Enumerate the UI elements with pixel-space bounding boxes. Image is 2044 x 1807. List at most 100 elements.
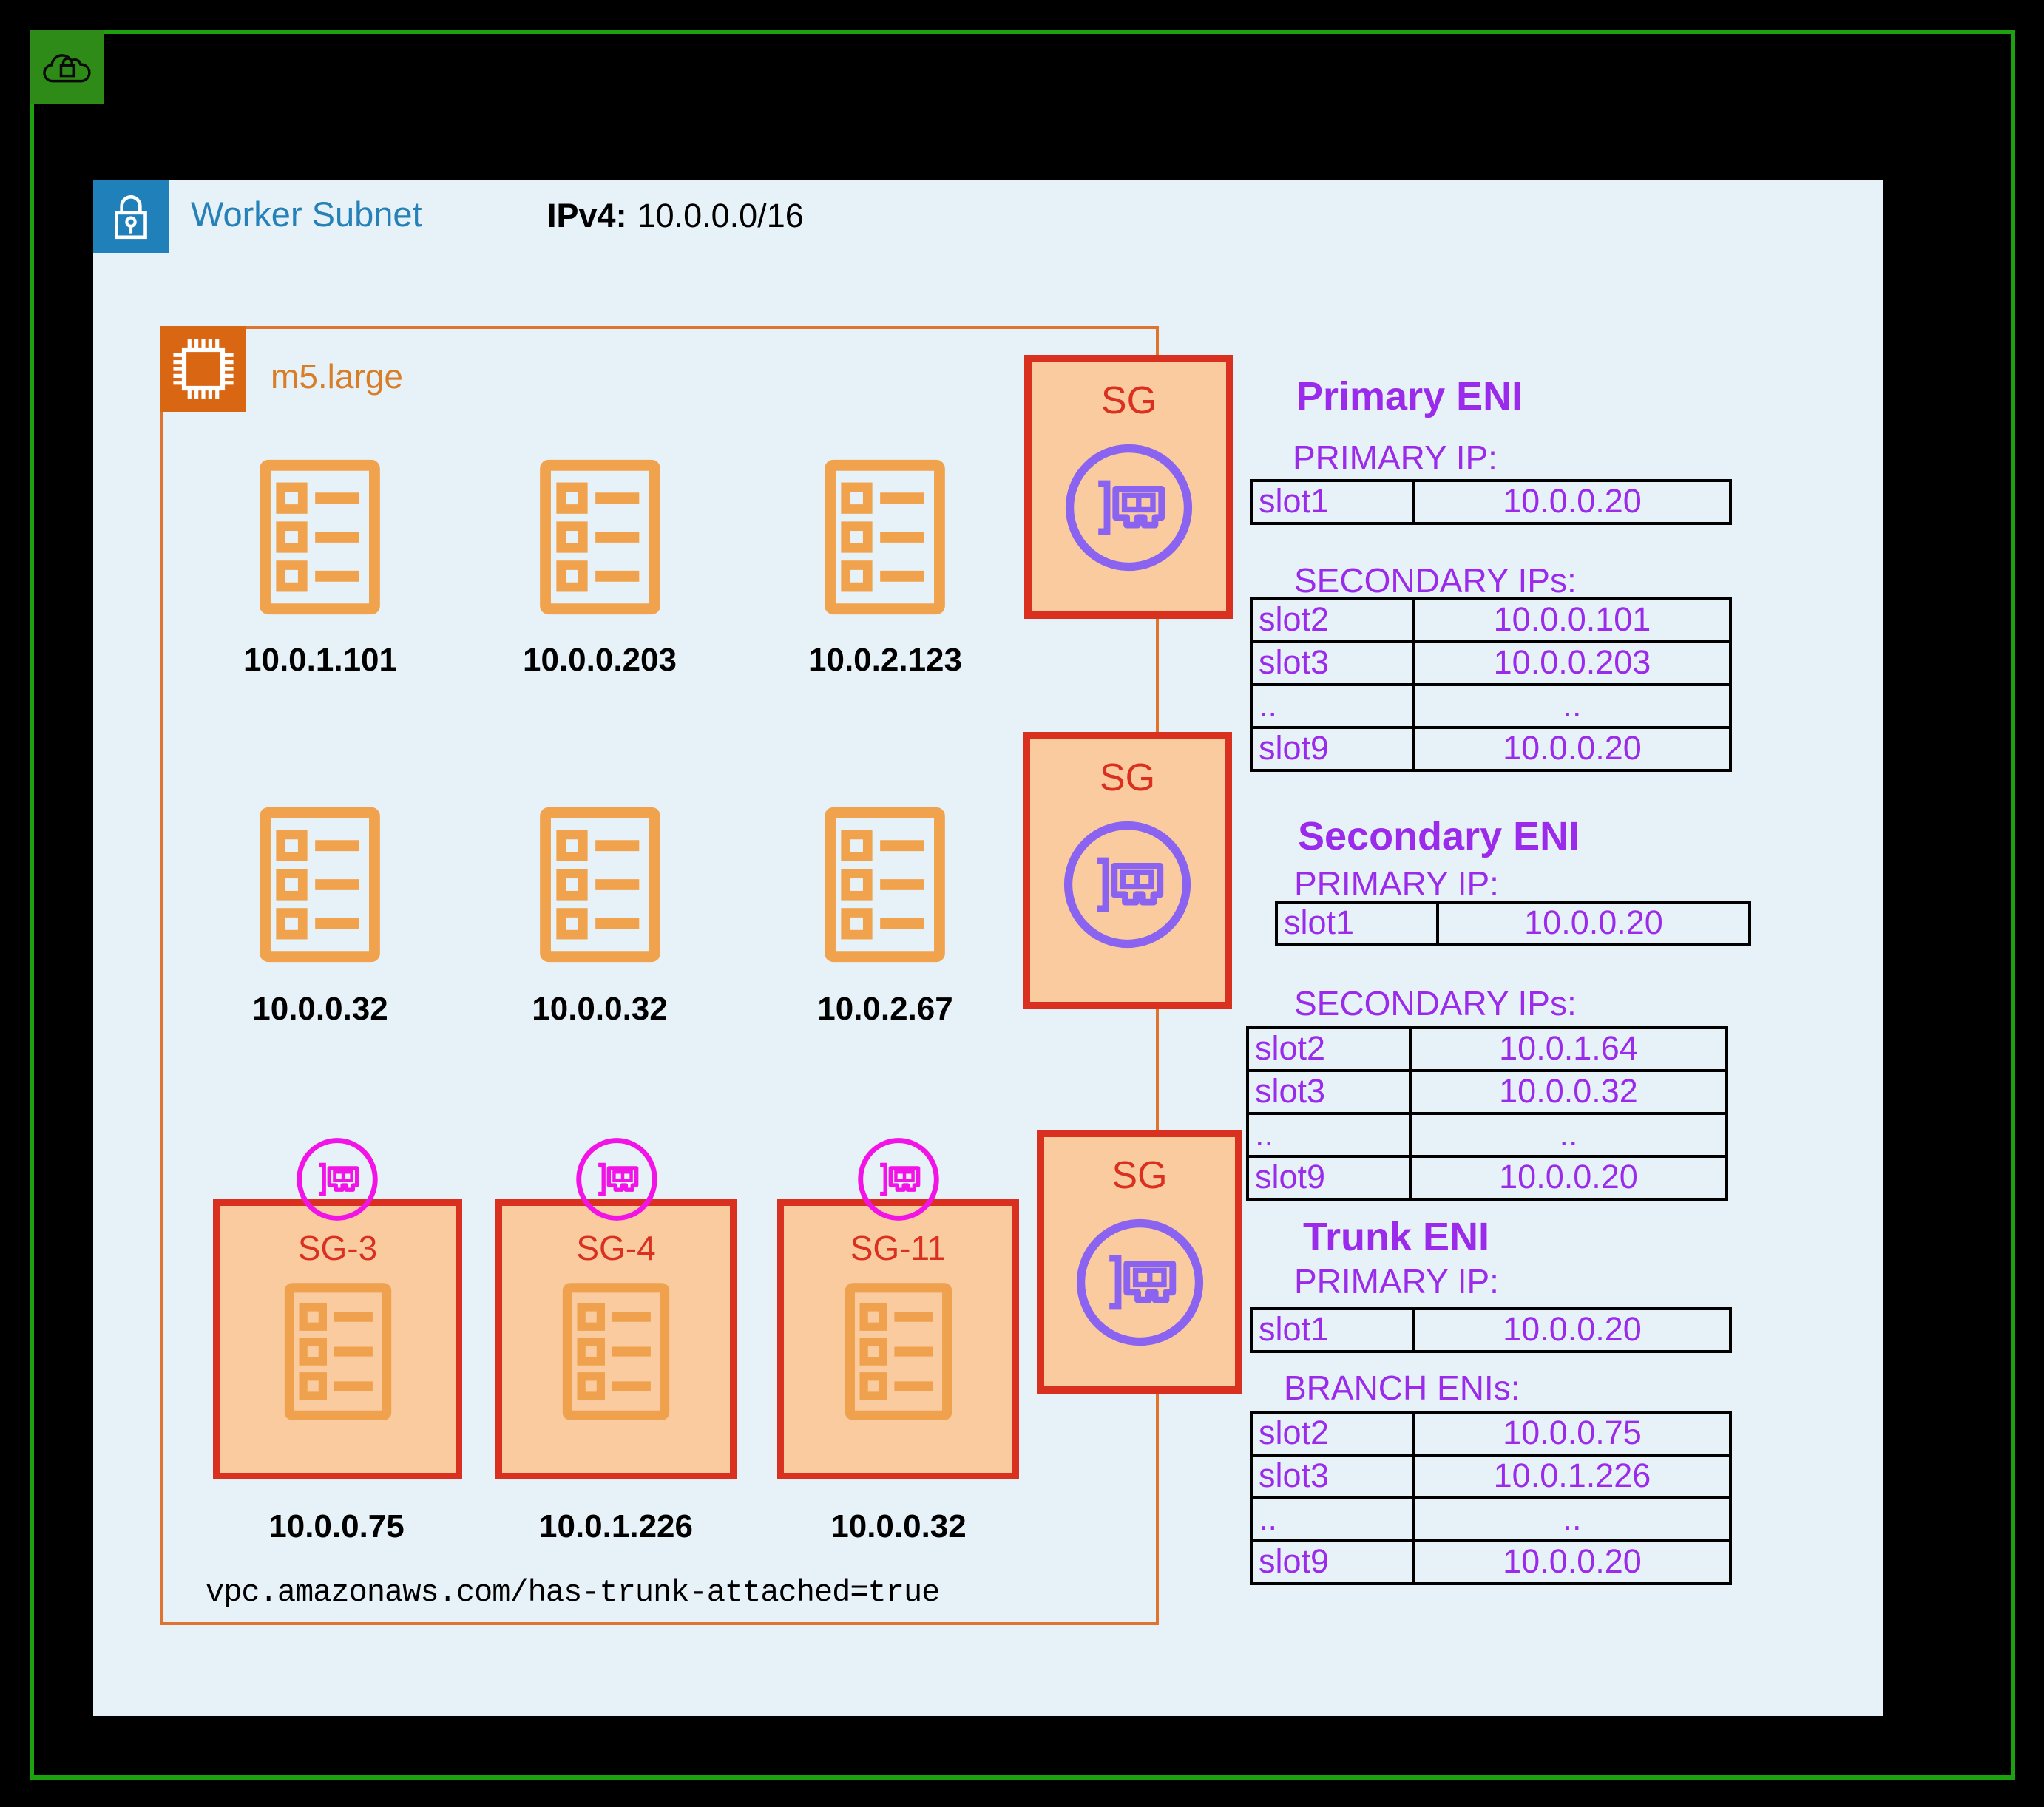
slot-cell: slot1 <box>1250 1307 1415 1353</box>
pod-ip: 10.0.1.101 <box>243 642 397 678</box>
ipv4-label: IPv4: <box>547 197 627 234</box>
table-row: slot2 10.0.0.75 <box>1250 1411 1732 1457</box>
table-row: .... <box>1250 1496 1732 1542</box>
pod-icon <box>822 804 947 969</box>
ip-cell: 10.0.0.20 <box>1436 901 1751 946</box>
slot-cell: slot3 <box>1250 640 1415 686</box>
table-row: slot3 10.0.0.32 <box>1246 1069 1728 1115</box>
ip-cell: 10.0.1.64 <box>1409 1026 1728 1072</box>
ip-cell: 10.0.0.20 <box>1412 479 1732 525</box>
lock-icon <box>108 190 154 243</box>
eni-section-title: Trunk ENI <box>1303 1215 1490 1259</box>
slot-cell: .. <box>1250 1496 1415 1542</box>
subnet-cidr: IPv4: 10.0.0.0/16 <box>547 197 804 235</box>
sg-label: SG <box>1099 756 1156 799</box>
ip-cell: 10.0.0.20 <box>1409 1155 1728 1201</box>
ipv4-value: 10.0.0.0/16 <box>637 197 804 234</box>
security-group-box-secondary: SG <box>1023 732 1232 1009</box>
table-row: slot9 10.0.0.20 <box>1250 1539 1732 1585</box>
slot-cell: slot3 <box>1246 1069 1412 1115</box>
chip-icon <box>165 330 242 407</box>
slot-cell: slot1 <box>1250 479 1415 525</box>
cloud-lock-icon <box>38 44 96 90</box>
ip-cell: 10.0.0.20 <box>1412 1307 1732 1353</box>
pod-ip: 10.0.2.123 <box>808 642 962 678</box>
eni-heading: PRIMARY IP: <box>1294 864 1499 903</box>
security-group-box-primary: SG <box>1024 355 1233 619</box>
slot-cell: slot1 <box>1275 901 1439 946</box>
pod-icon <box>822 457 947 621</box>
branch-pod-ip: 10.0.0.32 <box>830 1508 967 1545</box>
eni-heading: PRIMARY IP: <box>1294 1262 1499 1301</box>
branch-sg-label: SG-11 <box>850 1229 947 1267</box>
table-row: slot9 10.0.0.20 <box>1250 726 1732 772</box>
ip-cell: 10.0.1.226 <box>1412 1454 1732 1499</box>
table-row: .... <box>1246 1112 1728 1158</box>
eni-primary-table: slot1 10.0.0.20 <box>1250 1307 1732 1353</box>
ip-cell: 10.0.0.32 <box>1409 1069 1728 1115</box>
eni-heading: BRANCH ENIs: <box>1284 1369 1520 1407</box>
pod-icon <box>257 804 382 969</box>
trunk-annotation: vpc.amazonaws.com/has-trunk-attached=tru… <box>206 1575 940 1610</box>
eni-icon <box>1044 1207 1235 1358</box>
pod-icon <box>257 457 382 621</box>
subnet-title: Worker Subnet <box>191 194 422 234</box>
slot-cell: slot3 <box>1250 1454 1415 1499</box>
branch-sg-label: SG-4 <box>576 1229 656 1267</box>
branch-eni-icon <box>573 1137 660 1225</box>
vpc-frame <box>30 30 2015 1780</box>
table-row: slot9 10.0.0.20 <box>1246 1155 1728 1201</box>
eni-icon <box>1030 809 1225 960</box>
branch-pod-ip: 10.0.0.75 <box>268 1508 405 1545</box>
eni-heading: PRIMARY IP: <box>1293 438 1498 477</box>
slot-cell: .. <box>1250 683 1415 729</box>
branch-sg-label: SG-3 <box>297 1229 378 1267</box>
pod-ip: 10.0.0.32 <box>252 991 388 1027</box>
ip-cell: 10.0.0.20 <box>1412 726 1732 772</box>
pod-ip: 10.0.2.67 <box>817 991 953 1027</box>
table-row: .... <box>1250 683 1732 729</box>
vpc-cloud-badge <box>30 30 104 104</box>
ip-cell: .. <box>1412 683 1732 729</box>
slot-cell: slot9 <box>1246 1155 1412 1201</box>
slot-cell: .. <box>1246 1112 1412 1158</box>
pod-icon <box>502 1281 730 1422</box>
slot-cell: slot9 <box>1250 1539 1415 1585</box>
table-row: slot2 10.0.0.101 <box>1250 597 1732 643</box>
ip-cell: 10.0.0.75 <box>1412 1411 1732 1457</box>
ip-cell: .. <box>1409 1112 1728 1158</box>
pod-icon <box>220 1281 456 1422</box>
table-row: slot1 10.0.0.20 <box>1275 901 1751 946</box>
instance-type-label: m5.large <box>271 357 403 396</box>
branch-sg-box: SG-3 <box>213 1199 462 1479</box>
slot-cell: slot9 <box>1250 726 1415 772</box>
sg-label: SG <box>1100 379 1157 422</box>
security-group-box-trunk: SG <box>1037 1130 1242 1394</box>
ip-cell: 10.0.0.20 <box>1412 1539 1732 1585</box>
sg-label: SG <box>1111 1154 1168 1197</box>
pod-ip: 10.0.0.203 <box>523 642 677 678</box>
pod-icon <box>538 457 663 621</box>
eni-section-title: Primary ENI <box>1296 374 1523 418</box>
branch-eni-icon <box>294 1137 381 1225</box>
slot-cell: slot2 <box>1250 597 1415 643</box>
table-row: slot2 10.0.1.64 <box>1246 1026 1728 1072</box>
ip-cell: .. <box>1412 1496 1732 1542</box>
ip-cell: 10.0.0.101 <box>1412 597 1732 643</box>
eni-primary-table: slot1 10.0.0.20 <box>1275 901 1751 946</box>
branch-pod-ip: 10.0.1.226 <box>539 1508 693 1545</box>
branch-sg-box: SG-11 <box>777 1199 1019 1479</box>
branch-eni-icon <box>855 1137 942 1225</box>
eni-heading: SECONDARY IPs: <box>1294 984 1577 1023</box>
instance-type-badge <box>160 326 246 412</box>
slot-cell: slot2 <box>1250 1411 1415 1457</box>
pod-icon <box>784 1281 1012 1422</box>
eni-secondary-table: slot2 10.0.1.64 slot3 10.0.0.32 .... slot9… <box>1246 1026 1728 1201</box>
pod-ip: 10.0.0.32 <box>532 991 668 1027</box>
table-row: slot3 10.0.0.203 <box>1250 640 1732 686</box>
subnet-lock-badge <box>93 180 169 253</box>
table-row: slot1 10.0.0.20 <box>1250 479 1732 525</box>
eni-heading: SECONDARY IPs: <box>1294 561 1577 600</box>
eni-section-title: Secondary ENI <box>1298 814 1580 858</box>
